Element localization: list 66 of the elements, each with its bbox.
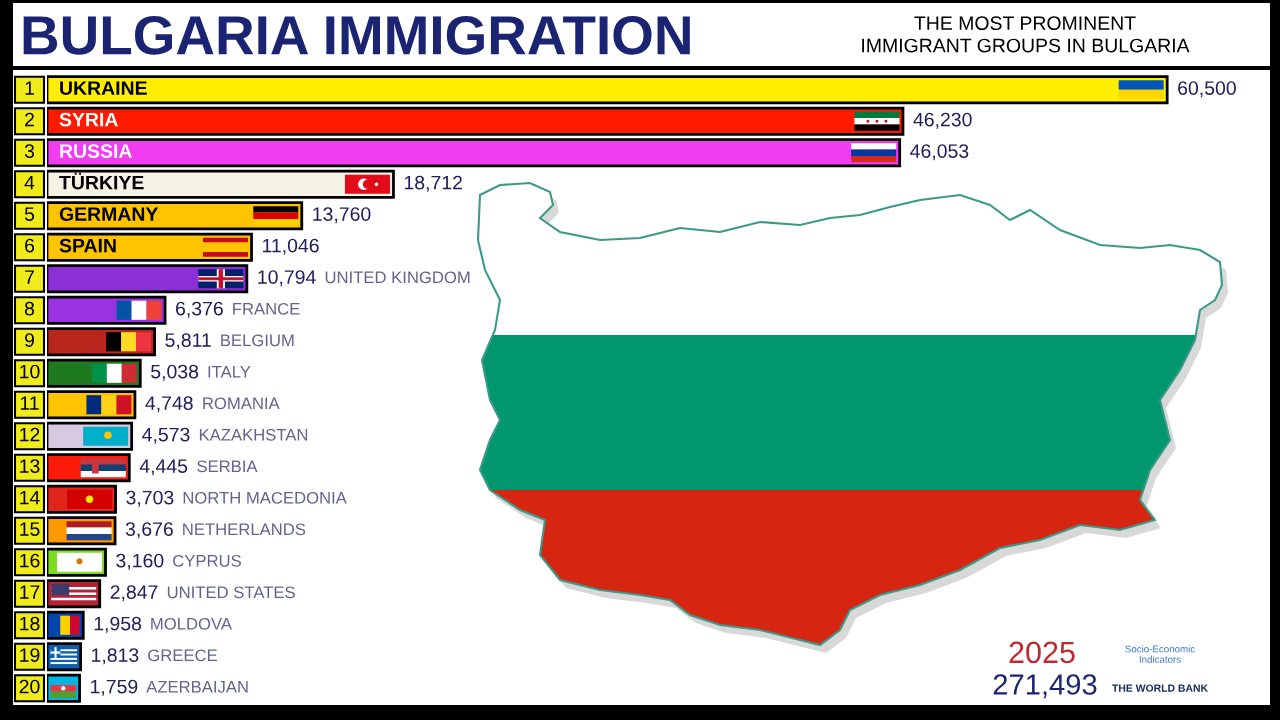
data-label: 1,958 <box>94 616 142 633</box>
text: 13 <box>20 459 40 473</box>
text: 17 <box>20 585 40 599</box>
data-label: 60,500 <box>1178 81 1236 98</box>
chart-title: BULGARIA IMMIGRATION <box>23 15 690 55</box>
y-tick-label: RUSSIA <box>60 144 132 158</box>
text: 9 <box>25 333 34 347</box>
data-label: 2,847 <box>110 585 158 602</box>
data-label: 1,813 <box>92 648 139 665</box>
y-tick-label: GERMANY <box>59 207 159 221</box>
text: 7 <box>25 270 34 284</box>
text: 15 <box>20 522 40 536</box>
data-label: 46,230 <box>913 112 972 129</box>
text: 3 <box>24 144 35 158</box>
data-label: 3,676 <box>125 522 173 539</box>
text: 19 <box>20 648 40 662</box>
annotation: THE WORLD BANK <box>1112 684 1208 692</box>
y-tick-label: FRANCE <box>233 302 300 315</box>
data-label: 13,760 <box>313 207 371 224</box>
text: 20 <box>19 679 40 694</box>
y-tick-label: ROMANIA <box>203 397 280 410</box>
data-label: 1,759 <box>91 679 138 696</box>
text: 8 <box>24 301 35 316</box>
data-label: 5,038 <box>151 364 199 381</box>
text: 2 <box>25 112 34 127</box>
text: 16 <box>20 553 40 568</box>
data-label: 4,573 <box>142 427 190 444</box>
y-tick-label: NETHERLANDS <box>183 523 306 536</box>
text: 14 <box>20 490 40 505</box>
y-tick-label: CYPRUS <box>173 554 241 567</box>
y-tick-label: TÜRKIYE <box>59 172 144 190</box>
y-tick-label: ITALY <box>208 366 251 378</box>
data-label: 11,046 <box>263 238 319 255</box>
text: 4 <box>24 175 35 190</box>
y-tick-label: SYRIA <box>59 112 118 127</box>
y-tick-label: KAZAKHSTAN <box>199 428 308 441</box>
y-tick-label: NORTH MACEDONIA <box>183 491 347 504</box>
annotation: 271,493 <box>993 674 1097 699</box>
y-tick-label: SPAIN <box>59 238 116 253</box>
annotation: 2025 <box>1009 641 1075 664</box>
data-label: 4,748 <box>145 396 193 413</box>
data-label: 4,445 <box>139 459 188 476</box>
data-label: 46,053 <box>910 144 969 161</box>
y-tick-label: UNITED STATES <box>167 586 295 599</box>
data-label: 3,703 <box>126 490 174 507</box>
y-tick-label: BELGIUM <box>221 334 294 347</box>
y-tick-label: MOLDOVA <box>151 617 232 630</box>
chart-subtitle: THE MOST PROMINENT IMMIGRANT GROUPS IN BULGARIA <box>862 16 1190 53</box>
text: 11 <box>20 396 39 410</box>
text: 10 <box>20 364 40 379</box>
data-label: 10,794 <box>258 270 316 287</box>
text: 1 <box>25 81 34 95</box>
text: 12 <box>20 427 40 442</box>
data-label: 6,376 <box>176 301 223 318</box>
data-label: 18,712 <box>404 175 462 192</box>
y-tick-label: GREECE <box>148 649 217 662</box>
y-tick-label: UKRAINE <box>60 81 147 95</box>
annotation: Socio-Economic Indicators <box>1125 645 1195 663</box>
data-label: 5,811 <box>165 333 211 350</box>
text: 6 <box>25 238 35 253</box>
text: 18 <box>20 616 40 631</box>
y-tick-label: AZERBAIJAN <box>146 681 248 693</box>
text: 5 <box>24 207 35 221</box>
y-tick-label: SERBIA <box>197 460 258 473</box>
y-tick-label: UNITED KINGDOM <box>325 271 470 284</box>
data-label: 3,160 <box>116 553 164 570</box>
